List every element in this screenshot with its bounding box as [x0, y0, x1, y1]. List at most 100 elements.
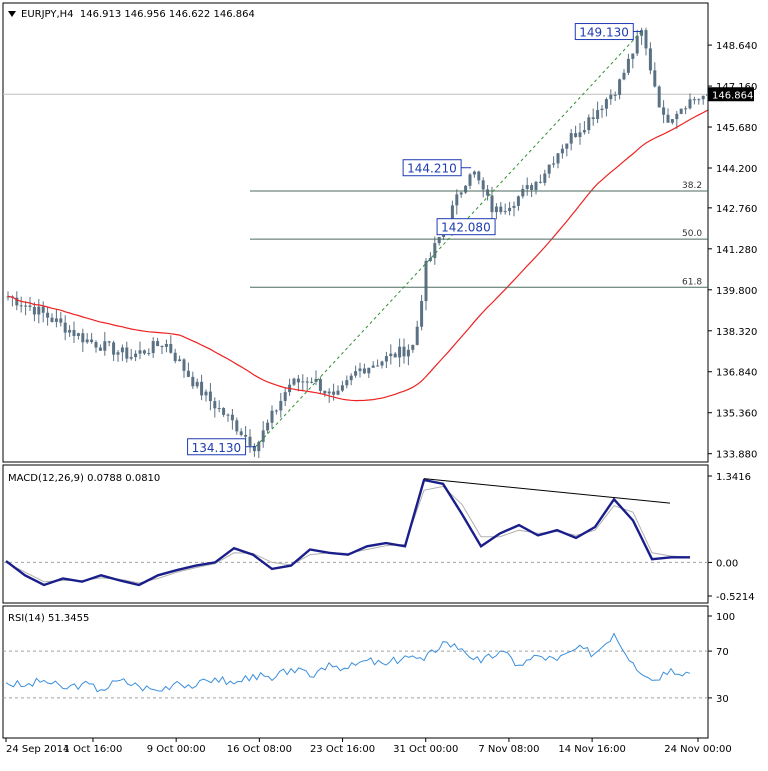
current-price-badge — [708, 87, 754, 102]
candle-body — [147, 353, 151, 355]
candle-body — [653, 70, 657, 87]
candle-body — [279, 400, 283, 411]
candle-body — [222, 408, 226, 415]
candle-body — [433, 243, 437, 258]
candle-body — [437, 237, 441, 244]
macd-group: 1.3416 0.00 -0.5214 — [3, 472, 755, 603]
candle-body — [692, 99, 696, 101]
candle-body — [376, 365, 380, 367]
candle-body — [666, 114, 670, 123]
price-tick-label: 144.200 — [716, 164, 757, 175]
candle-body — [142, 350, 146, 354]
moving-average-line — [7, 109, 708, 402]
candle-body — [76, 333, 80, 336]
candle-body — [631, 53, 635, 59]
candle-body — [468, 174, 472, 186]
candle-body — [679, 108, 683, 114]
candle-body — [138, 350, 142, 354]
candle-body — [85, 339, 89, 343]
price-label-text: 144.210 — [407, 162, 457, 176]
candle-body — [398, 346, 402, 358]
candle-body — [521, 188, 525, 197]
candle-body — [384, 356, 388, 362]
candle-body — [604, 99, 608, 109]
macd-tick-label: -0.5214 — [716, 592, 755, 603]
price-axis: 148.640147.160145.680144.200142.760141.2… — [708, 41, 757, 461]
candle-body — [103, 341, 107, 351]
candle-body — [477, 171, 481, 181]
candle-body — [332, 391, 336, 395]
collapse-arrow-icon[interactable] — [8, 11, 16, 17]
price-label-text: 142.080 — [441, 221, 491, 235]
candle-body — [292, 378, 296, 385]
macd-panel-frame — [2, 464, 709, 604]
candle-body — [94, 342, 98, 348]
candle-body — [420, 301, 424, 327]
rsi-tick-label: 70 — [716, 647, 729, 658]
price-label-text: 134.130 — [192, 441, 242, 455]
rsi-panel-frame — [2, 605, 709, 739]
candle-body — [464, 185, 468, 193]
candle-body — [151, 341, 155, 354]
candle-body — [596, 110, 600, 120]
price-overlays: 38.2 50.0 61.8 149.130 144.210 142.080 134.130 — [7, 23, 708, 456]
candle-body — [499, 206, 503, 213]
candle-body — [626, 58, 630, 73]
candle-body — [481, 180, 485, 190]
candle-body — [560, 148, 564, 154]
candle-body — [525, 185, 529, 189]
candle-body — [59, 318, 63, 323]
candle-body — [411, 344, 415, 350]
candle-body — [230, 414, 234, 421]
price-tick-label: 139.800 — [716, 286, 757, 297]
candle-body — [622, 72, 626, 80]
price-label-text: 149.130 — [579, 26, 629, 40]
candle-body — [266, 422, 270, 431]
candle-body — [662, 107, 666, 115]
candle-body — [336, 390, 340, 395]
candle-body — [389, 353, 393, 357]
candle-body — [380, 361, 384, 366]
candle-body — [565, 143, 569, 149]
candle-body — [552, 163, 556, 165]
candle-body — [182, 359, 186, 371]
candle-body — [530, 185, 534, 190]
price-header: EURJPY,H4 146.913 146.956 146.622 146.86… — [21, 9, 255, 20]
candle-body — [547, 164, 551, 174]
candle-body — [578, 132, 582, 137]
candle-body — [217, 408, 221, 410]
candle-body — [640, 30, 644, 36]
candle-body — [235, 420, 239, 432]
candle-body — [41, 306, 45, 313]
candle-body — [120, 347, 124, 353]
candle-body — [618, 79, 622, 95]
x-tick-label: 1 Oct 16:00 — [64, 744, 123, 755]
candle-body — [164, 343, 168, 347]
candle-body — [556, 153, 560, 164]
x-tick-label: 31 Oct 00:00 — [393, 744, 458, 755]
candle-body — [706, 94, 710, 96]
candle-body — [574, 133, 578, 137]
candle-body — [283, 392, 287, 401]
candle-body — [354, 371, 358, 376]
candle-body — [600, 108, 604, 111]
fibonacci-level-label: 38.2 — [682, 181, 702, 191]
macd-tick-label: 1.3416 — [716, 472, 751, 483]
candle-body — [37, 306, 41, 315]
candle-body — [534, 181, 538, 190]
candle-body — [156, 341, 160, 347]
trend-dashed-line — [255, 31, 642, 448]
candle-body — [371, 365, 375, 368]
rsi-header: RSI(14) 51.3455 — [8, 613, 89, 624]
candle-body — [160, 346, 164, 348]
candle-body — [587, 117, 591, 131]
price-tick-label: 142.760 — [716, 204, 757, 215]
candle-body — [415, 326, 419, 345]
price-tick-label: 148.640 — [716, 41, 757, 52]
candle-body — [208, 391, 212, 402]
x-tick-label: 14 Nov 16:00 — [558, 744, 625, 755]
candle-body — [503, 211, 507, 213]
rsi-line — [5, 632, 691, 693]
candle-body — [675, 113, 679, 120]
